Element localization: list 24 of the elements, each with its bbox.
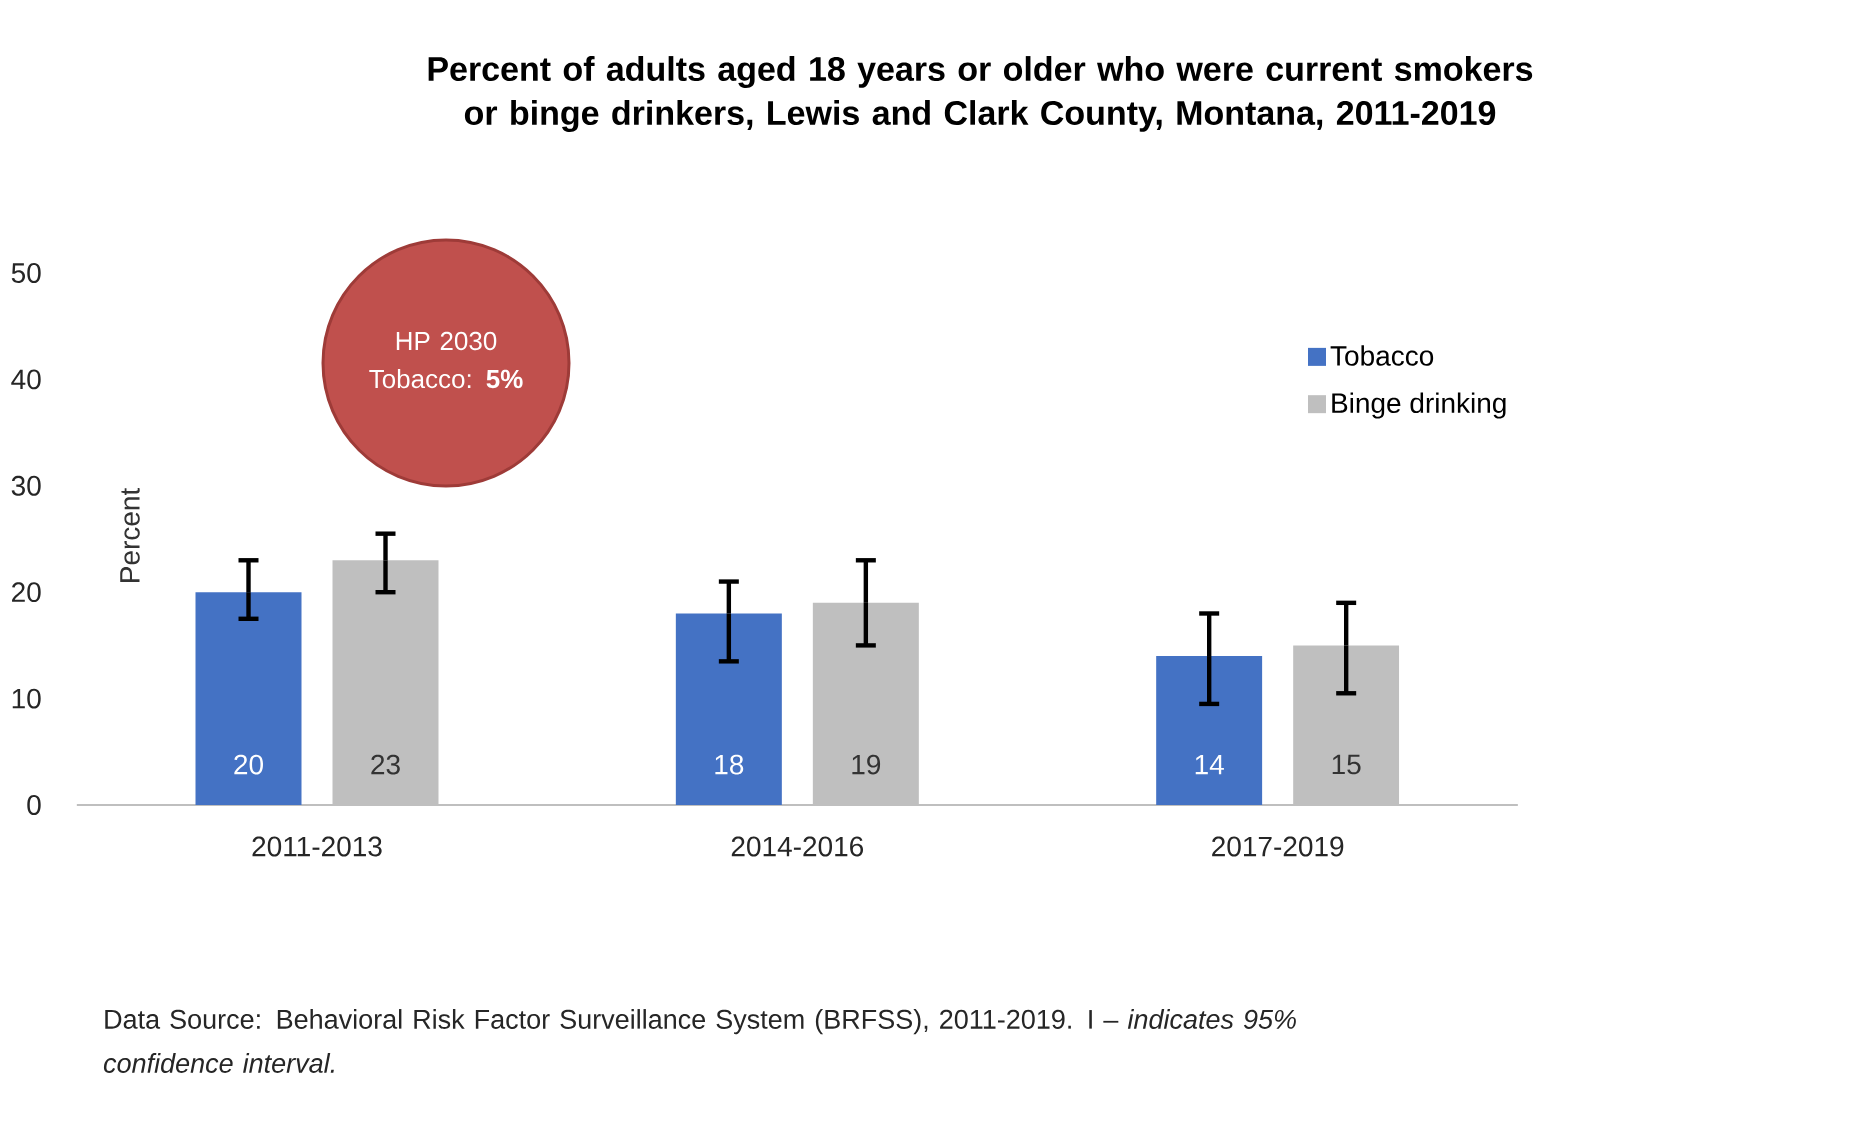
y-tick-label: 40 [11,369,41,390]
y-tick-label: 10 [12,688,41,709]
legend-label: Tobacco [1330,345,1434,366]
y-tick-label: 20 [12,582,41,603]
bar [195,592,302,805]
x-tick-label: 2017-2019 [1212,836,1344,857]
data-label: 18 [715,754,744,775]
x-tick-label: 2011-2013 [252,836,382,857]
bar [675,613,782,805]
data-label: 23 [371,754,400,775]
data-label: 20 [234,754,263,775]
y-tick-label: 30 [11,475,41,496]
legend-label: Binge drinking [1332,392,1506,419]
chart-title: Percent of adults aged 18 years or older who were current smokers or binge drinkers, Lewis and Clark County, Montana, 2011-2019 [428,56,1533,132]
x-tick-label: 2014-2016 [731,836,864,857]
data-label: 14 [1195,754,1224,775]
y-tick-label: 50 [11,263,41,283]
y-axis-title: Percent [120,487,140,582]
data-label: 19 [852,754,881,775]
data-label: 15 [1332,754,1361,775]
annotation: HP 2030 Tobacco: 5% [369,331,523,389]
y-tick-label: 0 [27,795,41,815]
bar [1156,656,1263,805]
text: Data Source: Behavioral Risk Factor Surveillance System (BRFSS), 2011-2019. I – indicates 95% confidence interval. [103,1009,1296,1073]
